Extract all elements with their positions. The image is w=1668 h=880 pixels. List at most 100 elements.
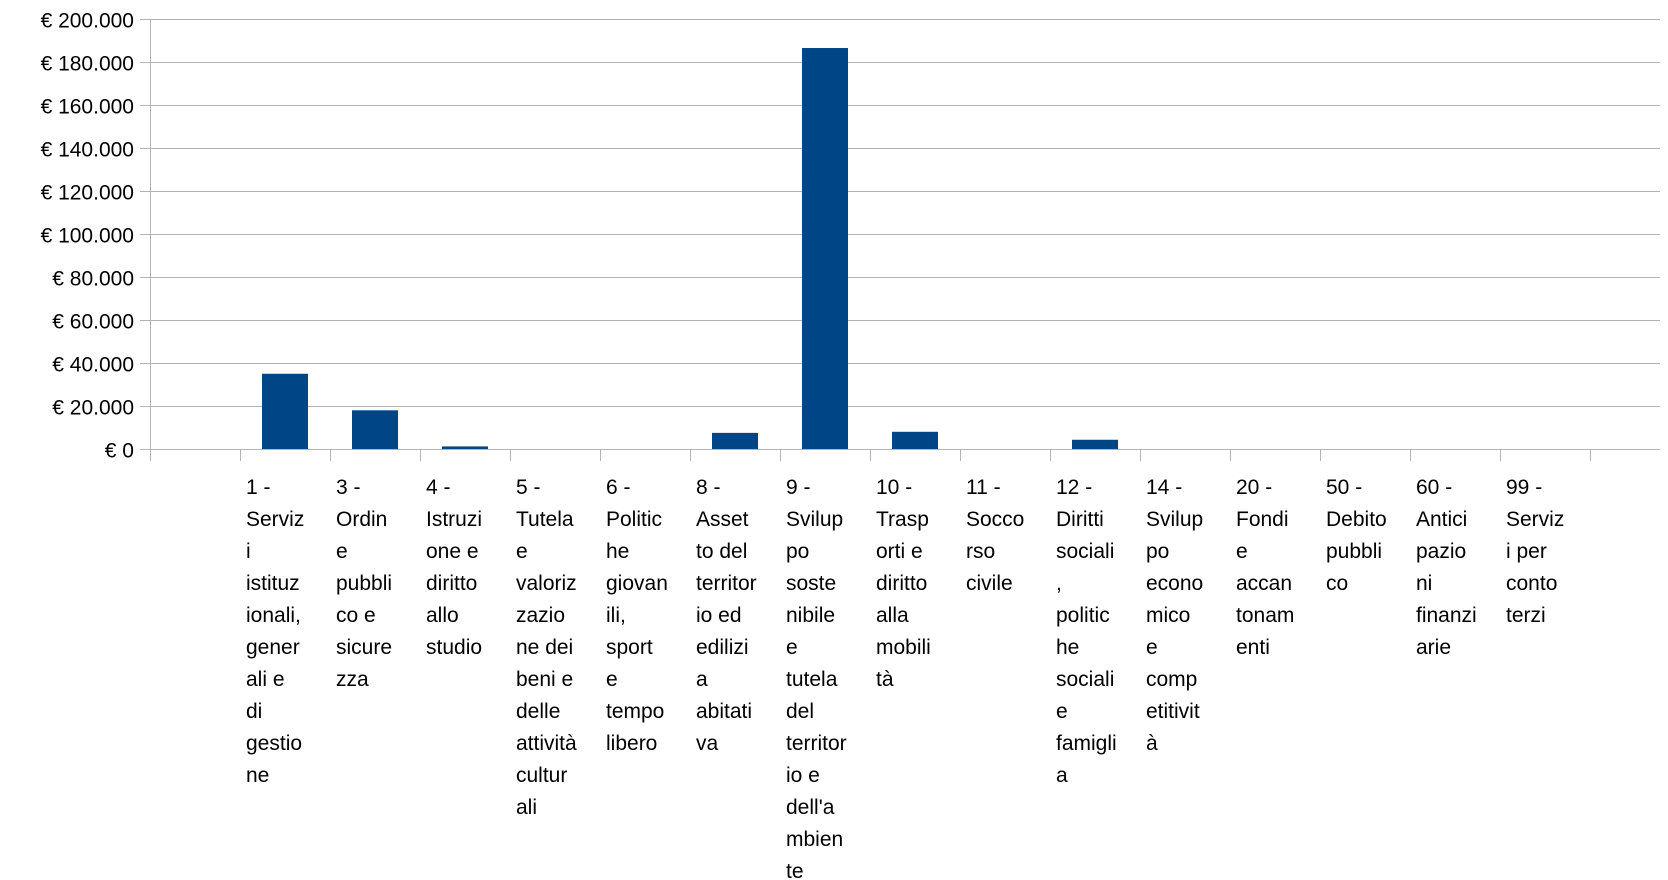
x-category-label-line: 5 -	[516, 476, 541, 499]
x-category-label-line: te	[786, 860, 804, 880]
y-tick-label: € 180.000	[41, 53, 134, 76]
x-category-label-line: mbien	[786, 828, 843, 851]
y-tick-label: € 160.000	[41, 96, 134, 119]
x-category-label-line: tempo	[606, 700, 664, 723]
axes	[150, 19, 1660, 461]
x-category-label-line: 50 -	[1326, 476, 1362, 499]
x-category-label-line: mobili	[876, 636, 931, 659]
x-category-label-line: 60 -	[1416, 476, 1452, 499]
x-category-label-line: istituz	[246, 572, 300, 595]
x-category-label-line: valoriz	[516, 572, 577, 595]
x-category-label-line: comp	[1146, 668, 1197, 691]
x-category-label-line: attività	[516, 732, 577, 755]
x-category-label-line: Socco	[966, 508, 1024, 531]
x-category-label: 50 - Debito pubbli co	[1326, 476, 1387, 595]
x-category-label-line: Antici	[1416, 508, 1467, 531]
x-category-label-line: e	[1056, 700, 1068, 723]
x-category-label-line: 1 -	[246, 476, 271, 499]
x-category-label-line: edilizi	[696, 636, 749, 659]
x-category-label-line: ne	[246, 764, 269, 787]
x-category-label-line: e	[516, 540, 528, 563]
bar	[442, 446, 488, 449]
x-category-label: 20 - Fondi e accan tonam enti	[1236, 476, 1294, 659]
x-category-label-line: zza	[336, 668, 369, 691]
bar	[802, 48, 848, 450]
x-category-label-line: allo	[426, 604, 459, 627]
x-category-label-line: to del	[696, 540, 747, 563]
x-category-label-line: 14 -	[1146, 476, 1182, 499]
x-category-label-line: dell'a	[786, 796, 835, 819]
x-category-label: 12 - Diritti sociali, politic he sociali e fami…	[1056, 476, 1117, 787]
y-tick-label: € 120.000	[41, 182, 134, 205]
x-category-label-line: sicure	[336, 636, 392, 659]
x-category-label-line: Politic	[606, 508, 662, 531]
x-category-label-line: tonam	[1236, 604, 1294, 627]
x-category-label-line: 10 -	[876, 476, 912, 499]
x-category-label: 1 - Serviz i istituz ionali, gener ali e di gest…	[246, 476, 304, 787]
x-category-label-line: sociali	[1056, 540, 1114, 563]
x-category-label-line: sport	[606, 636, 653, 659]
gridlines	[140, 19, 1660, 450]
x-category-label-line: Serviz	[1506, 508, 1564, 531]
x-category-label-line: abitati	[696, 700, 752, 723]
x-category-label-line: Asset	[696, 508, 749, 531]
x-category-label-line: territor	[696, 572, 757, 595]
x-category-label-line: politic	[1056, 604, 1110, 627]
x-category-label-line: ili,	[606, 604, 626, 627]
bars	[262, 48, 1118, 450]
x-category-label: 60 - Antici pazio ni finanzi arie	[1416, 476, 1477, 659]
x-category-label-line: famigli	[1056, 732, 1117, 755]
x-category-label-line: tà	[876, 668, 894, 691]
y-tick-label: € 200.000	[41, 10, 134, 33]
x-category-label-line: soste	[786, 572, 836, 595]
x-category-label-line: nibile	[786, 604, 835, 627]
x-category-label-line: Debito	[1326, 508, 1387, 531]
x-category-label-line: à	[1146, 732, 1158, 755]
x-category-label: 14 - Svilup po econo mico e comp etitivit à	[1146, 476, 1203, 755]
x-category-label: 3 - Ordin e pubbli co e sicure zza	[336, 476, 392, 691]
x-category-label-line: di	[246, 700, 262, 723]
x-category-label-line: 20 -	[1236, 476, 1272, 499]
x-category-label-line: accan	[1236, 572, 1292, 595]
x-category-label-line: one e	[426, 540, 479, 563]
x-category-label-line: ne dei	[516, 636, 573, 659]
x-category-label-line: Trasp	[876, 508, 929, 531]
x-category-label-line: 12 -	[1056, 476, 1092, 499]
bar	[262, 373, 308, 449]
x-category-label-line: territor	[786, 732, 847, 755]
x-category-label-line: e	[1236, 540, 1248, 563]
bar	[1072, 439, 1118, 449]
x-category-label-line: 11 -	[966, 476, 1001, 499]
x-category-label-line: diritto	[426, 572, 477, 595]
x-category-label-line: 6 -	[606, 476, 631, 499]
x-category-label-line: pazio	[1416, 540, 1466, 563]
bar	[352, 410, 398, 449]
x-category-label-line: zazio	[516, 604, 565, 627]
x-category-label: 5 - Tutela e valoriz zazio ne dei beni e delle a…	[516, 476, 577, 819]
x-category-label-line: Tutela	[516, 508, 574, 531]
x-category-label-line: studio	[426, 636, 482, 659]
x-category-label-line: etitivit	[1146, 700, 1200, 723]
x-category-label-line: rso	[966, 540, 995, 563]
x-category-label-line: enti	[1236, 636, 1270, 659]
x-category-label-line: Istruzi	[426, 508, 482, 531]
x-category-label-line: Fondi	[1236, 508, 1289, 531]
x-category-label: 99 - Serviz i per conto terzi	[1506, 476, 1564, 627]
x-category-label-line: gestio	[246, 732, 302, 755]
x-category-label-line: 4 -	[426, 476, 451, 499]
x-category-label-line: diritto	[876, 572, 927, 595]
x-category-label-line: delle	[516, 700, 560, 723]
x-category-label-line: sociali	[1056, 668, 1114, 691]
bar	[712, 432, 758, 449]
x-category-label-line: po	[1146, 540, 1169, 563]
x-category-label: 8 - Asset to del territor io ed edilizi a abita…	[696, 476, 757, 755]
x-category-label-line: 9 -	[786, 476, 811, 499]
y-tick-label: € 100.000	[41, 225, 134, 248]
x-category-label-line: beni e	[516, 668, 573, 691]
x-category-label-line: e	[336, 540, 348, 563]
bar	[892, 431, 938, 449]
x-category-label-line: libero	[606, 732, 657, 755]
y-tick-label: € 0	[105, 440, 134, 463]
x-category-label-line: ali	[516, 796, 537, 819]
x-axis-category-labels: 1 - Serviz i istituz ionali, gener ali e di gest…	[246, 476, 1564, 880]
